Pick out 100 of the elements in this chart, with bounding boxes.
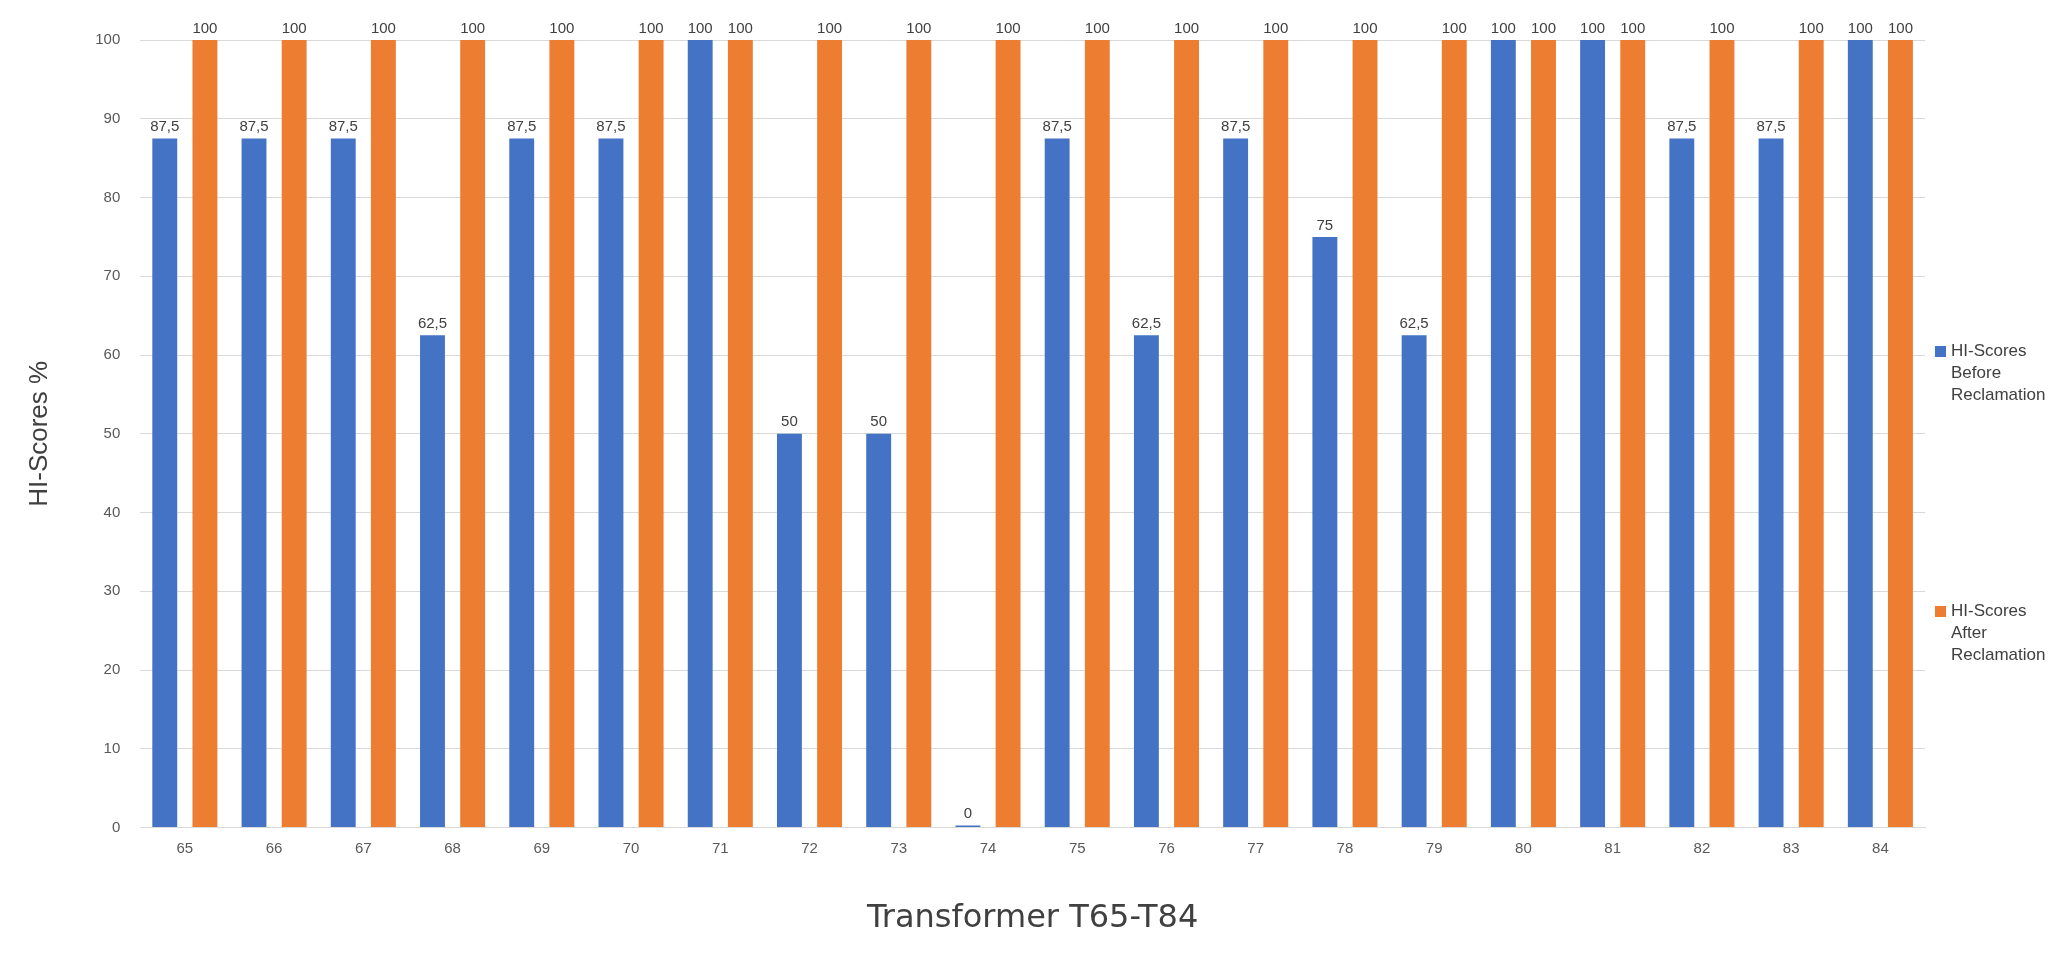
y-tick-label: 80 <box>103 187 121 205</box>
bar <box>1490 40 1516 828</box>
bar <box>1352 40 1378 828</box>
x-tick-label: 83 <box>1782 838 1800 856</box>
bar <box>1174 40 1199 828</box>
data-label: 100 <box>817 18 843 36</box>
data-label: 100 <box>638 18 664 36</box>
y-tick-label: 50 <box>103 423 121 441</box>
bar <box>1669 138 1695 828</box>
x-tick-label: 82 <box>1693 838 1711 856</box>
y-tick-label: 70 <box>103 266 121 284</box>
bar <box>281 40 307 828</box>
bar <box>995 40 1021 828</box>
bar <box>1758 138 1784 828</box>
data-label: 100 <box>1441 18 1467 36</box>
data-label: 87,5 <box>1042 117 1072 135</box>
data-label: 100 <box>460 18 486 36</box>
bar <box>1888 40 1913 828</box>
bar <box>1531 40 1556 828</box>
data-label: 87,5 <box>1221 117 1251 135</box>
y-tick-label: 90 <box>103 108 121 126</box>
data-label: 100 <box>1530 18 1557 36</box>
x-tick-label: 80 <box>1515 838 1532 856</box>
data-label: 100 <box>1798 18 1824 36</box>
data-label: 100 <box>1580 18 1606 36</box>
bar <box>509 138 535 828</box>
data-label: 100 <box>549 18 575 36</box>
data-label: 87,5 <box>596 117 626 135</box>
bar <box>1263 40 1289 828</box>
x-tick-label: 66 <box>265 838 283 856</box>
data-label: 100 <box>1709 18 1735 36</box>
data-label: 100 <box>1263 18 1289 36</box>
data-label: 87,5 <box>328 117 358 135</box>
x-tick-label: 65 <box>176 838 194 856</box>
data-label: 62,5 <box>1399 313 1429 331</box>
bar <box>687 40 713 828</box>
x-tick-label: 70 <box>622 838 640 856</box>
bar <box>1798 40 1824 828</box>
x-tick-label: 84 <box>1872 838 1889 856</box>
bar <box>1847 40 1873 828</box>
data-label: 100 <box>281 18 307 36</box>
x-tick-label: 78 <box>1336 838 1354 856</box>
data-label: 62,5 <box>417 313 448 331</box>
x-tick-label: 77 <box>1247 838 1265 856</box>
legend-label: HI-Scores Before Reclamation <box>1951 340 2047 406</box>
data-label: 100 <box>1174 18 1200 36</box>
data-label: 75 <box>1316 215 1334 233</box>
y-tick-label: 40 <box>103 502 121 520</box>
x-tick-label: 74 <box>979 838 997 856</box>
bar <box>1580 40 1606 828</box>
data-label: 50 <box>870 412 888 430</box>
data-label: 100 <box>727 18 753 36</box>
bar <box>1133 335 1159 828</box>
y-tick-label: 10 <box>103 738 121 756</box>
bar <box>241 138 267 828</box>
bar <box>776 433 802 828</box>
bar <box>598 138 624 828</box>
data-label: 100 <box>906 18 932 36</box>
bar <box>330 138 356 828</box>
y-tick-label: 60 <box>103 345 121 363</box>
data-label: 50 <box>781 412 798 430</box>
data-label: 100 <box>1490 18 1516 36</box>
bar <box>1401 335 1427 828</box>
data-label: 100 <box>1620 18 1646 36</box>
bar <box>727 40 753 828</box>
data-label: 100 <box>370 18 396 36</box>
data-label: 100 <box>1352 18 1378 36</box>
bar <box>549 40 575 828</box>
bar <box>1084 40 1110 828</box>
bar <box>192 40 218 828</box>
x-tick-label: 72 <box>801 838 818 856</box>
bar <box>1044 138 1070 828</box>
bar <box>1441 40 1467 828</box>
x-tick-label: 76 <box>1158 838 1175 856</box>
x-tick-label: 69 <box>533 838 551 856</box>
x-tick-label: 81 <box>1604 838 1622 856</box>
data-label: 100 <box>687 18 713 36</box>
y-tick-label: 30 <box>103 581 121 599</box>
data-label: 100 <box>995 18 1021 36</box>
data-label: 0 <box>963 804 973 822</box>
x-tick-label: 79 <box>1425 838 1443 856</box>
bar <box>638 40 664 828</box>
x-tick-label: 67 <box>354 838 372 856</box>
y-axis-title: HI-Scores % <box>22 360 53 507</box>
bar <box>1223 138 1249 828</box>
y-tick-label: 100 <box>95 30 121 48</box>
bar <box>1620 40 1646 828</box>
data-label: 87,5 <box>507 117 537 135</box>
data-label: 62,5 <box>1131 313 1161 331</box>
data-label: 100 <box>192 18 218 36</box>
data-label: 100 <box>1084 18 1110 36</box>
x-axis-title: Transformer T65-T84 <box>865 897 1199 936</box>
bar <box>420 335 445 828</box>
bar <box>1709 40 1735 828</box>
x-tick-label: 68 <box>444 838 461 856</box>
data-label: 100 <box>1847 18 1873 36</box>
data-label: 87,5 <box>1667 117 1697 135</box>
bar <box>1312 236 1338 828</box>
x-tick-label: 75 <box>1068 838 1086 856</box>
bar <box>866 433 892 828</box>
